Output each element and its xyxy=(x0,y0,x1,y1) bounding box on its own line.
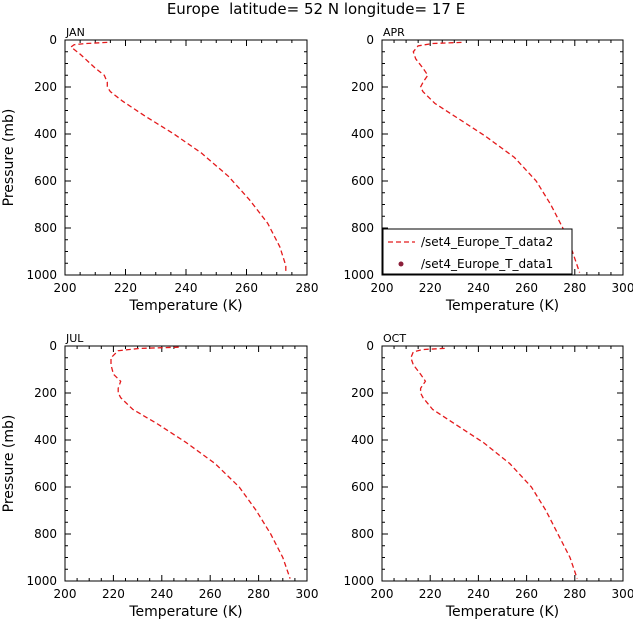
panels: 200 220 240 260 280 0 200 400 600 800 1000 Temperat… xyxy=(1,26,633,620)
plot-frame xyxy=(64,39,308,276)
x-tick-label: 240 xyxy=(467,281,490,295)
y-tick-label: 0 xyxy=(49,33,57,47)
x-axis-label: Temperature (K) xyxy=(128,298,242,314)
series-line-apr xyxy=(412,41,581,273)
x-tick-label: 200 xyxy=(371,587,394,601)
x-tick-label: 280 xyxy=(563,587,586,601)
y-tick-label: 400 xyxy=(34,433,57,447)
y-tick-label: 0 xyxy=(366,33,374,47)
x-tick-label: 260 xyxy=(515,587,538,601)
x-tick-label: 280 xyxy=(296,281,319,295)
plot-frame xyxy=(64,345,308,582)
y-tick-label: 800 xyxy=(351,527,374,541)
y-axis-label: Pressure (mb) xyxy=(1,415,17,513)
series-line-jan xyxy=(69,41,287,273)
x-axis-label: Temperature (K) xyxy=(128,604,242,620)
y-tick-label: 200 xyxy=(34,386,57,400)
panel-jul: 200 220 240 260 280 300 0 200 400 600 800 1000 Tempe… xyxy=(1,332,318,620)
legend-entry-label: /set4_Europe_T_data2 xyxy=(421,235,553,249)
panel-month-label: JAN xyxy=(65,26,85,39)
y-tick-label: 200 xyxy=(34,80,57,94)
legend: /set4_Europe_T_data2/set4_Europe_T_data1 xyxy=(382,228,573,275)
x-tick-label: 200 xyxy=(54,587,77,601)
x-tick-label: 220 xyxy=(114,281,137,295)
y-tick-label: 400 xyxy=(351,127,374,141)
x-tick-label: 280 xyxy=(247,587,270,601)
x-tick-label: 240 xyxy=(150,587,173,601)
y-tick-label: 600 xyxy=(351,174,374,188)
x-tick-label: 200 xyxy=(54,281,77,295)
y-tick-label: 1000 xyxy=(26,268,57,282)
legend-box xyxy=(382,228,573,275)
x-tick-label: 300 xyxy=(612,587,633,601)
panel-month-label: JUL xyxy=(65,332,84,345)
y-tick-label: 800 xyxy=(351,221,374,235)
x-tick-label: 220 xyxy=(102,587,125,601)
x-tick-label: 260 xyxy=(515,281,538,295)
y-tick-label: 1000 xyxy=(343,574,374,588)
y-tick-label: 400 xyxy=(34,127,57,141)
legend-entry-label: /set4_Europe_T_data1 xyxy=(421,257,553,271)
y-tick-label: 600 xyxy=(351,480,374,494)
y-tick-label: 0 xyxy=(366,339,374,353)
x-tick-label: 240 xyxy=(175,281,198,295)
panel-oct: 200 220 240 260 280 300 0 200 400 600 800 1000 Tempe… xyxy=(343,332,633,620)
y-tick-label: 200 xyxy=(351,386,374,400)
panel-jan: 200 220 240 260 280 0 200 400 600 800 1000 Temperat… xyxy=(1,26,318,314)
panel-month-label: APR xyxy=(383,26,405,39)
y-tick-label: 0 xyxy=(49,339,57,353)
figure-title: Europe latitude= 52 N longitude= 17 E xyxy=(167,0,465,18)
y-tick-label: 1000 xyxy=(343,268,374,282)
x-axis-label: Temperature (K) xyxy=(445,604,559,620)
panel-apr: 200 220 240 260 280 300 0 200 400 600 800 1000 Tempe… xyxy=(343,26,633,314)
x-tick-label: 260 xyxy=(199,587,222,601)
y-tick-label: 800 xyxy=(34,527,57,541)
x-tick-label: 240 xyxy=(467,587,490,601)
y-tick-label: 600 xyxy=(34,480,57,494)
legend-dot-swatch xyxy=(398,261,404,267)
y-axis-label: Pressure (mb) xyxy=(1,109,17,207)
y-tick-label: 800 xyxy=(34,221,57,235)
y-tick-label: 200 xyxy=(351,80,374,94)
x-tick-label: 260 xyxy=(235,281,258,295)
y-tick-label: 600 xyxy=(34,174,57,188)
x-tick-label: 200 xyxy=(371,281,394,295)
series-line-oct xyxy=(410,347,578,579)
y-tick-label: 400 xyxy=(351,433,374,447)
x-tick-label: 300 xyxy=(296,587,319,601)
panel-month-label: OCT xyxy=(383,332,406,345)
x-tick-label: 220 xyxy=(419,281,442,295)
series-line-jul xyxy=(110,346,291,579)
x-axis-label: Temperature (K) xyxy=(445,298,559,314)
x-tick-label: 280 xyxy=(563,281,586,295)
x-tick-label: 300 xyxy=(612,281,633,295)
x-tick-label: 220 xyxy=(419,587,442,601)
plot-frame xyxy=(381,345,624,582)
y-tick-label: 1000 xyxy=(26,574,57,588)
